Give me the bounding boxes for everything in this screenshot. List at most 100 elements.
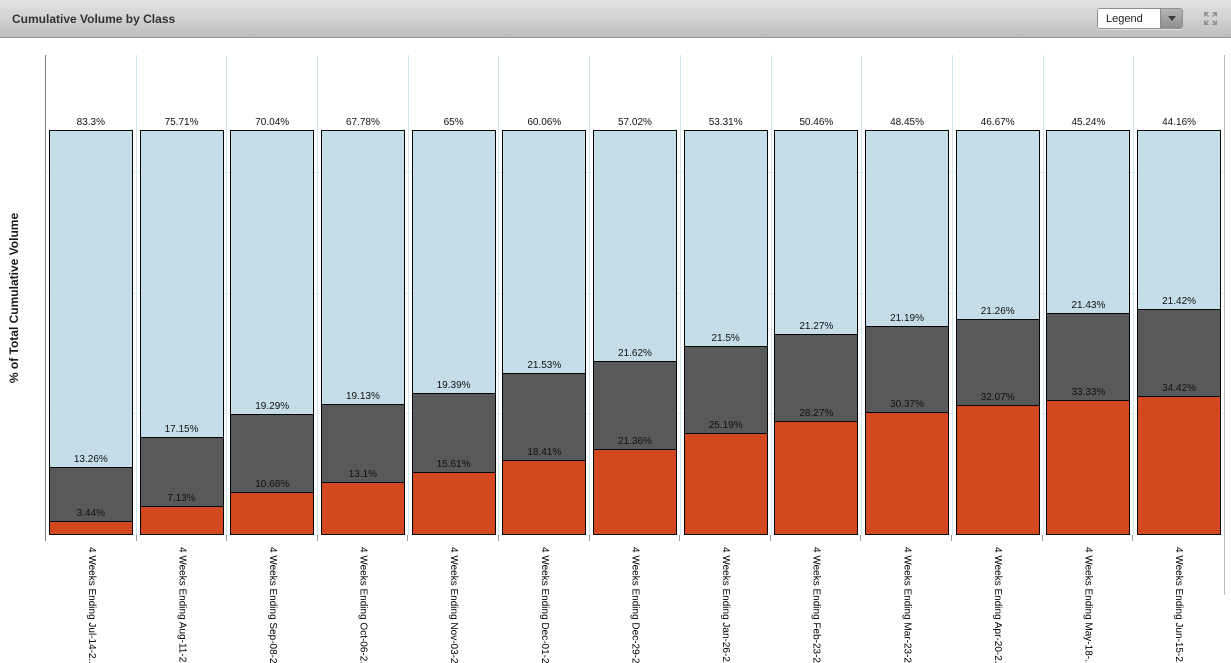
x-axis-label: 4 Weeks Ending Nov-03-2.. bbox=[448, 547, 460, 663]
stacked-bar[interactable] bbox=[1137, 130, 1222, 535]
bar-segment-bottom-orange[interactable] bbox=[1137, 395, 1222, 535]
bar-segment-middle-gray[interactable] bbox=[683, 345, 768, 433]
data-label-middle-gray: 21.53% bbox=[527, 360, 562, 372]
bar-segment-top-blue[interactable] bbox=[592, 130, 677, 361]
x-axis-label: 4 Weeks Ending Jan-26-2.. bbox=[720, 547, 732, 663]
data-label-bottom-orange: 25.19% bbox=[708, 419, 743, 431]
legend-dropdown-arrow-button[interactable] bbox=[1160, 9, 1182, 28]
x-axis-slot: 4 Weeks Ending Mar-23-2.. bbox=[860, 535, 952, 663]
bar-segment-top-blue[interactable] bbox=[955, 130, 1040, 320]
category-slot: 34.42% 21.42% 44.16% bbox=[1133, 55, 1224, 535]
x-axis-slot: 4 Weeks Ending Aug-11-2.. bbox=[135, 535, 228, 663]
bar-segment-middle-gray[interactable] bbox=[48, 467, 133, 522]
data-label-bottom-orange: 33.33% bbox=[1071, 387, 1106, 399]
stacked-bar[interactable] bbox=[592, 130, 677, 535]
bar-segment-top-blue[interactable] bbox=[774, 130, 859, 335]
bar-segment-top-blue[interactable] bbox=[1046, 130, 1131, 314]
x-axis-label: 4 Weeks Ending Feb-23-2.. bbox=[810, 547, 822, 663]
bar-segment-middle-gray[interactable] bbox=[230, 413, 315, 492]
bar-segment-bottom-orange[interactable] bbox=[230, 491, 315, 535]
bar-segment-bottom-orange[interactable] bbox=[592, 448, 677, 535]
bar-segment-middle-gray[interactable] bbox=[592, 360, 677, 449]
data-label-top-blue: 53.31% bbox=[708, 117, 743, 128]
stacked-bar[interactable] bbox=[865, 129, 950, 535]
bar-segment-top-blue[interactable] bbox=[230, 129, 315, 414]
axis-tick bbox=[860, 535, 862, 541]
bar-segment-top-blue[interactable] bbox=[865, 129, 950, 327]
bar-segment-middle-gray[interactable] bbox=[955, 319, 1040, 406]
bar-segment-bottom-orange[interactable] bbox=[502, 460, 587, 535]
bar-segment-middle-gray[interactable] bbox=[502, 373, 587, 461]
data-label-bottom-orange: 34.42% bbox=[1162, 382, 1197, 394]
x-axis-slot: 4 Weeks Ending Sep-08-2.. bbox=[226, 535, 318, 663]
data-label-top-blue: 67.78% bbox=[345, 116, 380, 128]
y-axis-title: % of Total Cumulative Volume bbox=[7, 212, 21, 384]
bar-segment-bottom-orange[interactable] bbox=[48, 521, 133, 535]
bar-segment-top-blue[interactable] bbox=[411, 130, 496, 394]
bar-segment-middle-gray[interactable] bbox=[1137, 308, 1222, 396]
category-slot: 32.07% 21.26% 46.67% bbox=[951, 55, 1043, 535]
axis-tick bbox=[135, 535, 137, 541]
stacked-bar[interactable] bbox=[411, 130, 496, 535]
stacked-bar[interactable] bbox=[230, 129, 315, 535]
bar-segment-bottom-orange[interactable] bbox=[955, 405, 1040, 535]
widget-toolbar: Cumulative Volume by Class Legend bbox=[0, 0, 1231, 38]
data-label-middle-gray: 21.62% bbox=[618, 347, 652, 359]
stacked-bar[interactable] bbox=[139, 130, 224, 535]
axis-tick bbox=[1041, 535, 1043, 541]
category-slot: 3.44% 13.26% 83.3% bbox=[46, 55, 136, 535]
bar-segment-bottom-orange[interactable] bbox=[1046, 400, 1131, 535]
stacked-bar[interactable] bbox=[774, 130, 859, 535]
data-label-middle-gray: 17.15% bbox=[164, 423, 199, 435]
axis-tick bbox=[498, 535, 500, 541]
data-label-middle-gray: 21.5% bbox=[711, 332, 740, 344]
bar-segment-middle-gray[interactable] bbox=[1046, 313, 1131, 401]
data-label-middle-gray: 21.27% bbox=[799, 321, 834, 333]
data-label-middle-gray: 21.26% bbox=[980, 306, 1015, 318]
bar-segment-top-blue[interactable] bbox=[502, 130, 587, 374]
bar-segment-bottom-orange[interactable] bbox=[865, 412, 950, 535]
bar-segment-bottom-orange[interactable] bbox=[774, 420, 859, 535]
data-label-bottom-orange: 10.68% bbox=[255, 478, 290, 490]
bar-segment-middle-gray[interactable] bbox=[774, 334, 859, 421]
bar-segment-bottom-orange[interactable] bbox=[411, 471, 496, 535]
stacked-bar[interactable] bbox=[683, 130, 768, 535]
x-axis-label: 4 Weeks Ending Oct-06-2.. bbox=[357, 547, 369, 663]
bar-segment-middle-gray[interactable] bbox=[320, 404, 405, 482]
bar-segment-top-blue[interactable] bbox=[139, 130, 224, 437]
stacked-bar[interactable] bbox=[502, 130, 587, 535]
data-label-middle-gray: 21.19% bbox=[890, 313, 924, 325]
bar-segment-top-blue[interactable] bbox=[1137, 130, 1222, 309]
stacked-bar[interactable] bbox=[955, 130, 1040, 535]
bar-segment-top-blue[interactable] bbox=[320, 129, 405, 405]
category-slot: 28.27% 21.27% 50.46% bbox=[770, 55, 862, 535]
data-label-bottom-orange: 18.41% bbox=[527, 447, 562, 459]
bar-segment-top-blue[interactable] bbox=[48, 130, 133, 468]
stacked-bar[interactable] bbox=[320, 129, 405, 535]
bar-segment-middle-gray[interactable] bbox=[411, 393, 496, 472]
y-axis-line bbox=[45, 55, 46, 541]
bar-segment-bottom-orange[interactable] bbox=[139, 506, 224, 535]
bar-segment-top-blue[interactable] bbox=[683, 130, 768, 346]
widget-title: Cumulative Volume by Class bbox=[12, 11, 176, 26]
data-label-bottom-orange: 28.27% bbox=[799, 407, 834, 419]
bar-segment-middle-gray[interactable] bbox=[139, 436, 224, 507]
data-label-bottom-orange: 7.13% bbox=[167, 493, 196, 505]
bar-segment-bottom-orange[interactable] bbox=[320, 481, 405, 535]
x-axis-slot: 4 Weeks Ending Oct-06-2.. bbox=[316, 535, 409, 663]
axis-tick bbox=[588, 535, 590, 541]
plot-area: 3.44% 13.26% 83.3% 7.13% 17.15% 75.71% 10.68% 1… bbox=[46, 55, 1224, 535]
maximize-button[interactable] bbox=[1201, 10, 1219, 28]
data-label-middle-gray: 21.42% bbox=[1162, 295, 1197, 307]
stacked-bar[interactable] bbox=[1046, 130, 1131, 535]
legend-dropdown[interactable]: Legend bbox=[1097, 8, 1183, 29]
data-label-top-blue: 44.16% bbox=[1162, 117, 1197, 128]
bar-segment-bottom-orange[interactable] bbox=[683, 432, 768, 535]
stacked-bar[interactable] bbox=[48, 130, 133, 535]
data-label-top-blue: 50.46% bbox=[799, 117, 834, 128]
legend-dropdown-value[interactable]: Legend bbox=[1098, 9, 1160, 28]
bar-segment-middle-gray[interactable] bbox=[865, 326, 950, 413]
x-axis-slot: 4 Weeks Ending Dec-29-2.. bbox=[588, 535, 681, 663]
data-label-top-blue: 75.71% bbox=[164, 117, 199, 129]
x-axis-label: 4 Weeks Ending Aug-11-2.. bbox=[176, 547, 188, 663]
